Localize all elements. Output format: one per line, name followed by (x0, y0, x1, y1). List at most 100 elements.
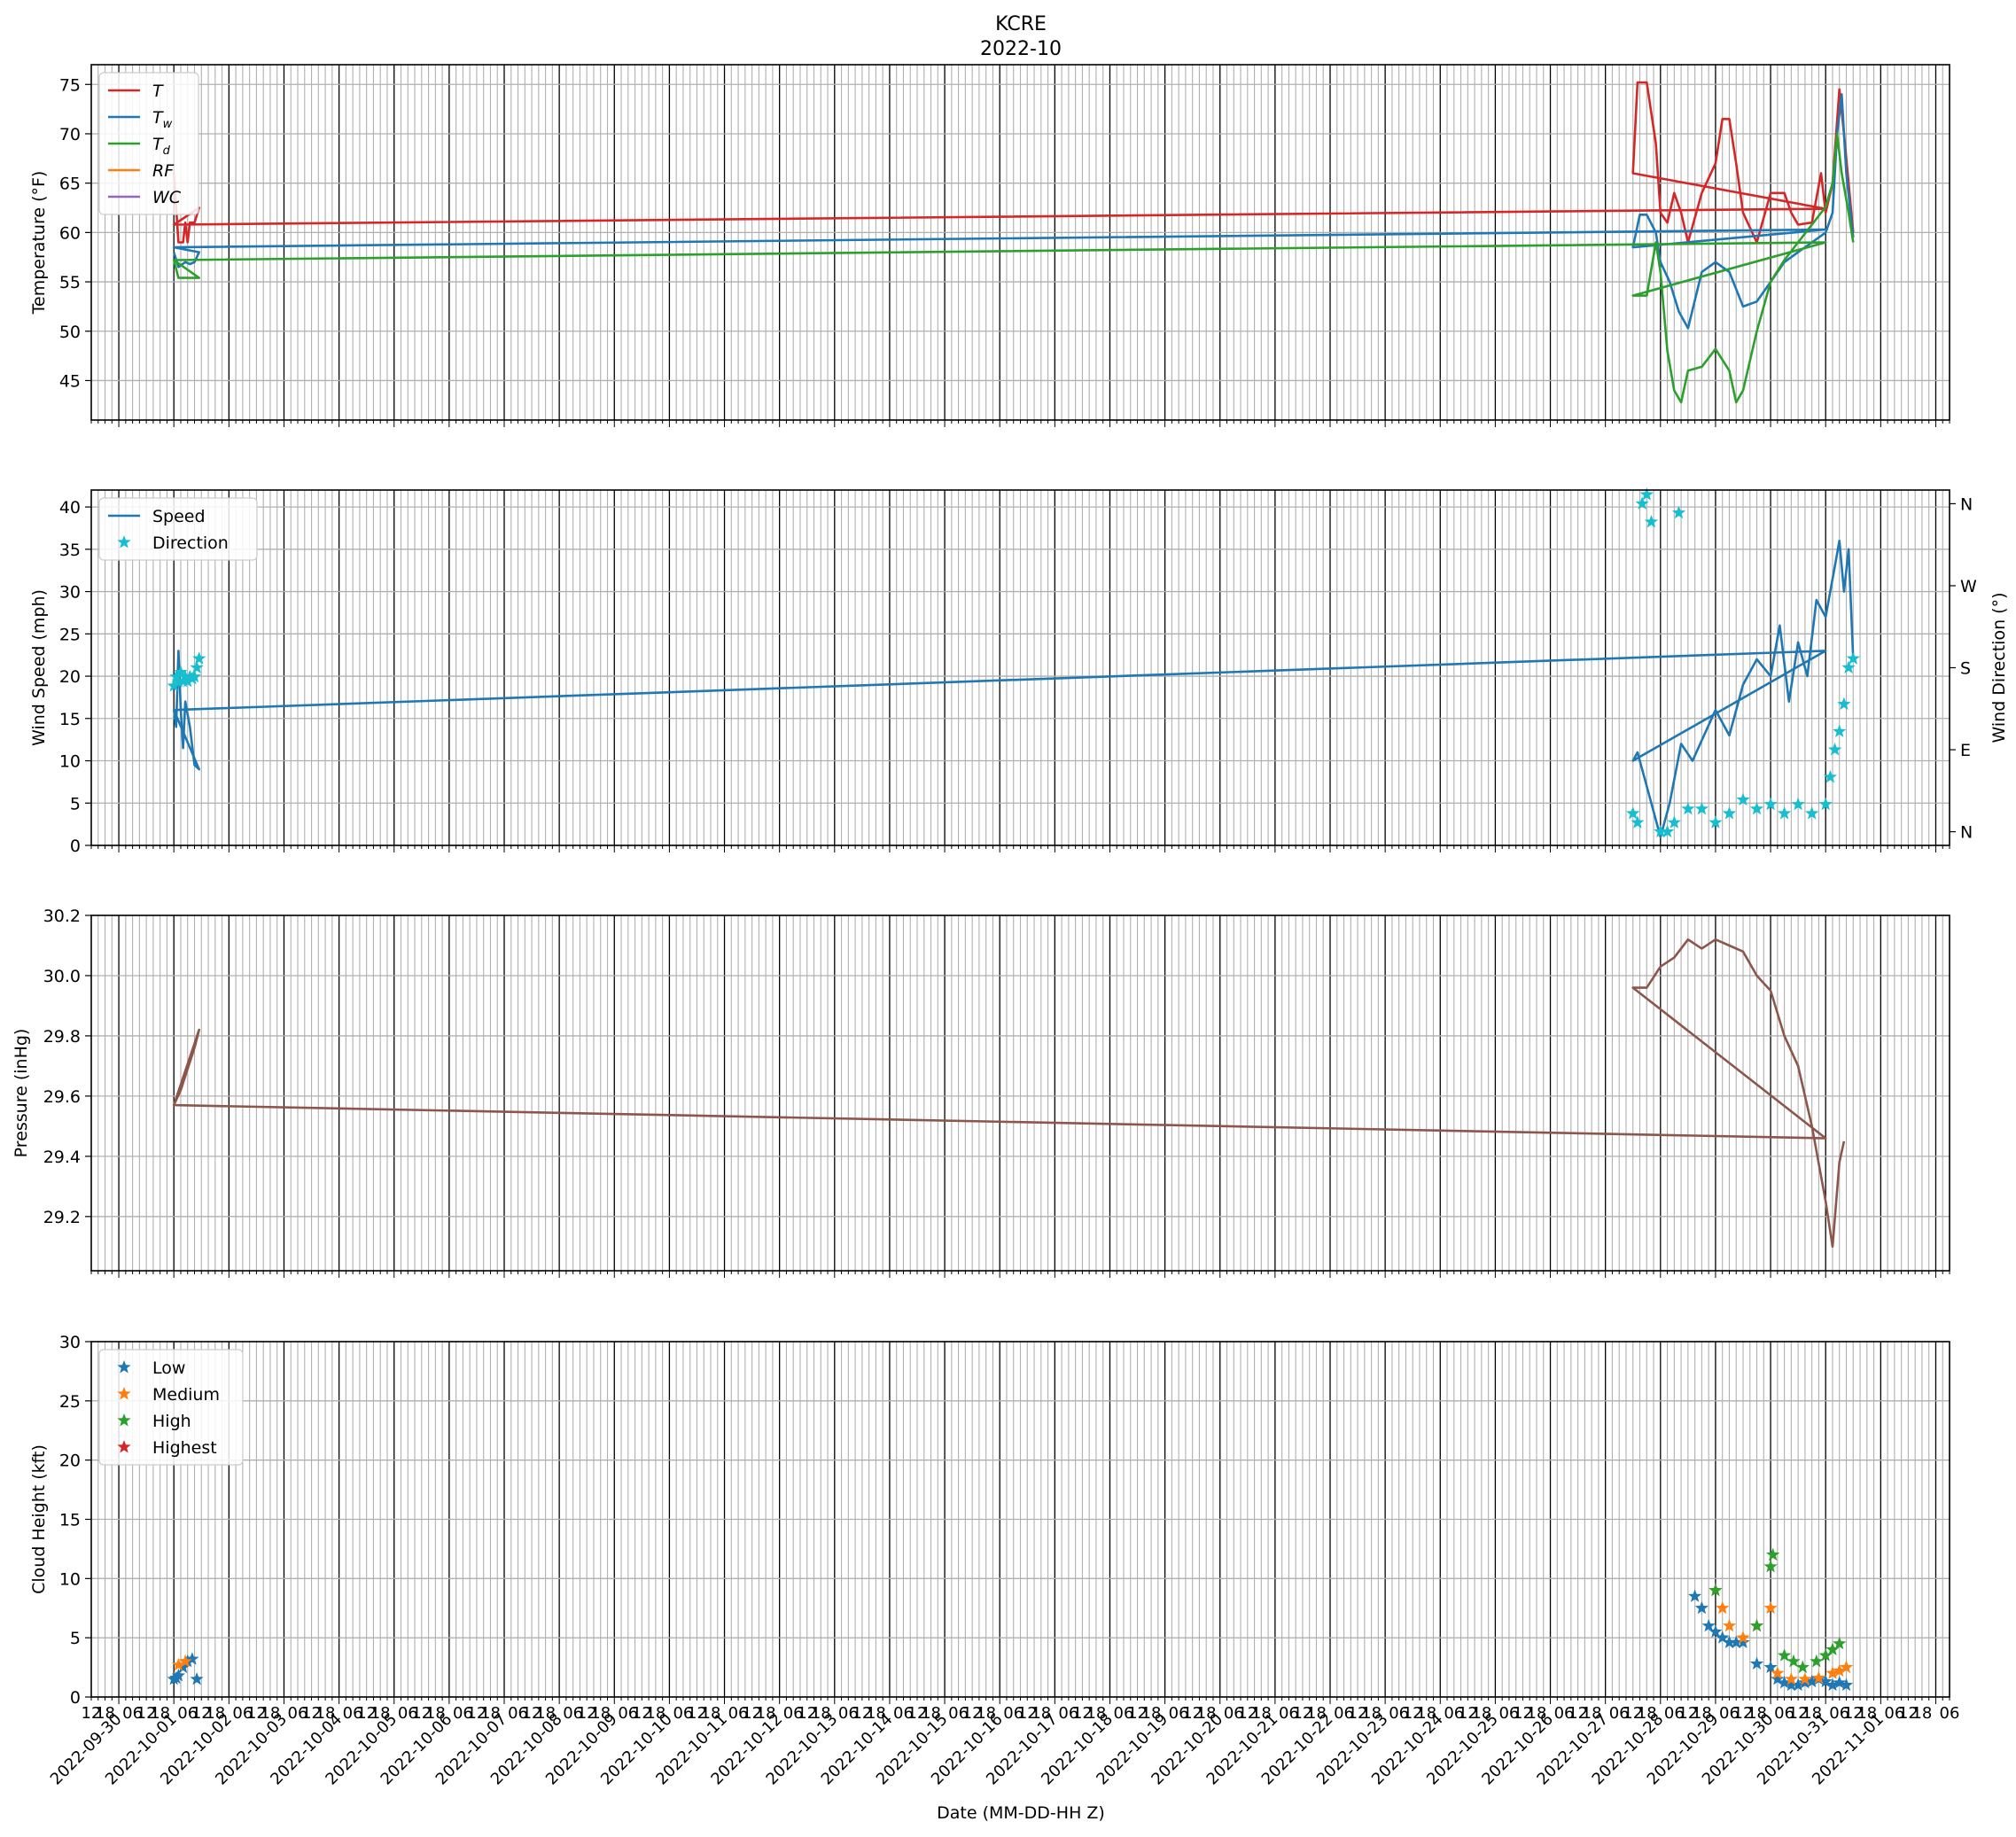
data-point (1839, 1660, 1854, 1674)
data-point (1749, 801, 1764, 815)
data-point (185, 1652, 199, 1665)
y-tick-label: 29.4 (43, 1148, 81, 1167)
data-point (1818, 797, 1833, 811)
x-hour-label: 06 (728, 1704, 749, 1723)
data-point (1763, 1660, 1778, 1674)
data-point (1635, 496, 1649, 510)
data-point (1661, 824, 1675, 837)
x-hour-label: 18 (205, 1704, 225, 1723)
x-hour-label: 06 (1829, 1704, 1849, 1723)
y-tick-label: 55 (59, 273, 81, 292)
data-point (1811, 1670, 1825, 1685)
data-point (169, 669, 183, 683)
x-hour-label: 12 (1568, 1704, 1588, 1723)
legend-label: WC (152, 188, 182, 207)
data-point (1818, 1674, 1833, 1688)
series-high (1709, 1547, 1847, 1674)
y-tick-label: 29.8 (43, 1027, 81, 1047)
y2-tick-label: N (1960, 494, 1973, 514)
x-hour-label: 06 (1609, 1704, 1630, 1723)
x-hour-label: 06 (563, 1704, 583, 1723)
x-hour-label: 18 (976, 1704, 996, 1723)
x-hour-label: 12 (687, 1704, 707, 1723)
x-hour-label: 18 (1471, 1704, 1491, 1723)
x-hour-label: 06 (1224, 1704, 1244, 1723)
x-hour-label: 18 (1637, 1704, 1657, 1723)
legend-label: Medium (152, 1385, 220, 1405)
x-hour-label: 06 (122, 1704, 143, 1723)
y-tick-label: 29.2 (43, 1208, 81, 1227)
axes-frame (90, 1341, 1950, 1698)
y-tick-label: 50 (59, 323, 81, 342)
series-t (172, 81, 1855, 244)
data-point (1709, 1624, 1723, 1638)
x-hour-label: 06 (1554, 1704, 1575, 1723)
data-point (1639, 487, 1654, 501)
data-point (1763, 797, 1778, 811)
x-hour-label: 12 (797, 1704, 817, 1723)
y-tick-label: 5 (70, 1629, 81, 1648)
data-point (1709, 1583, 1723, 1597)
x-hour-label: 06 (1058, 1704, 1078, 1723)
y-tick-label: 35 (59, 541, 81, 560)
data-point (1784, 1677, 1798, 1692)
x-hour-label: 12 (411, 1704, 432, 1723)
data-point (1825, 1666, 1840, 1679)
x-hour-label: 18 (370, 1704, 391, 1723)
x-hour-label: 18 (1747, 1704, 1767, 1723)
legend-marker (117, 1360, 131, 1374)
legend-marker (117, 1413, 131, 1427)
x-hour-label: 06 (177, 1704, 198, 1723)
y-tick-label: 29.6 (43, 1087, 81, 1107)
data-point (1846, 651, 1860, 665)
y-tick-label: 25 (59, 1392, 81, 1412)
data-point (1763, 1560, 1778, 1573)
x-hour-label: 12 (301, 1704, 322, 1723)
series-low (167, 1589, 1854, 1692)
series-t-w (172, 93, 1855, 330)
x-hour-label: 06 (893, 1704, 914, 1723)
data-point (1786, 1654, 1801, 1668)
data-point (1825, 1642, 1840, 1655)
x-hour-label: 12 (466, 1704, 486, 1723)
y-tick-label: 20 (59, 667, 81, 687)
x-hour-label: 18 (921, 1704, 941, 1723)
data-point (1798, 1672, 1812, 1685)
series-medium (171, 1583, 1854, 1685)
y2-axis-label: Wind Direction (°) (1989, 593, 2009, 743)
y-tick-label: 20 (59, 1452, 81, 1471)
data-point (1771, 1672, 1785, 1685)
legend-label: T (152, 82, 164, 101)
series-speed (172, 540, 1855, 838)
x-hour-label: 18 (756, 1704, 776, 1723)
x-hour-label: 18 (535, 1704, 556, 1723)
data-point (1823, 769, 1837, 783)
data-point (1626, 806, 1640, 820)
x-hour-label: 18 (1361, 1704, 1382, 1723)
data-point (190, 1672, 204, 1685)
series-line (172, 81, 1855, 244)
data-point (1671, 505, 1686, 519)
data-point (1833, 724, 1847, 737)
x-hour-label: 12 (742, 1704, 762, 1723)
x-hour-label: 12 (1348, 1704, 1368, 1723)
x-hour-label: 12 (632, 1704, 652, 1723)
axes-frame (90, 489, 1950, 846)
legend: Low Medium High Highest (98, 1349, 244, 1466)
y-tick-label: 30 (59, 583, 81, 603)
y-axis-label: Temperature (°F) (29, 171, 49, 315)
panel-4: 0 5 10 15 20 25 30 Cloud Height (kft) Low Medium H… (29, 1333, 1959, 1789)
data-point (1694, 801, 1709, 815)
data-point (1654, 824, 1668, 837)
x-hour-label: 12 (1403, 1704, 1423, 1723)
x-hour-label: 12 (852, 1704, 872, 1723)
x-hour-label: 12 (1072, 1704, 1093, 1723)
y2-tick-label: E (1960, 741, 1971, 760)
x-hour-label: 12 (82, 1704, 102, 1723)
data-point (1667, 815, 1681, 829)
x-hour-label: 06 (288, 1704, 308, 1723)
x-hour-label: 12 (1898, 1704, 1919, 1723)
x-hour-label: 06 (508, 1704, 528, 1723)
data-point (1778, 1648, 1792, 1662)
